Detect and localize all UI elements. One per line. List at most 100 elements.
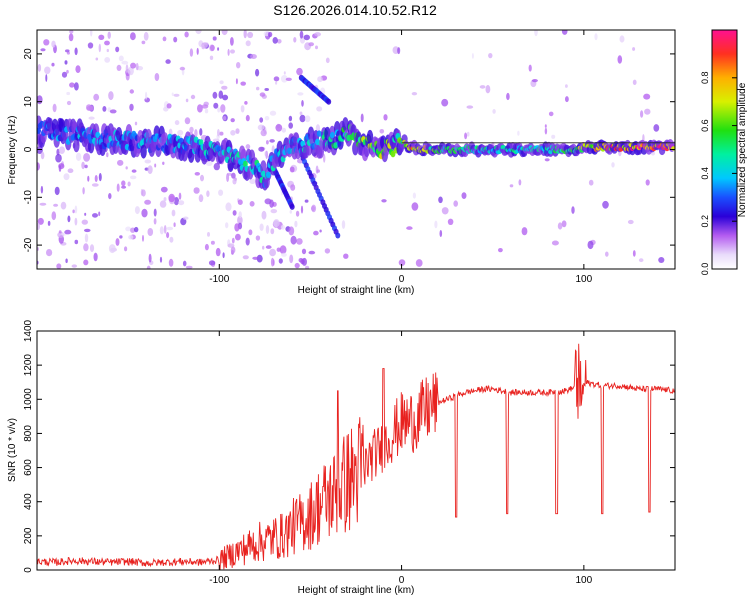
- spectrogram-noise-blob: [141, 40, 146, 45]
- spectrogram-noise-blob: [360, 113, 364, 123]
- spectrogram-noise-blob: [84, 228, 91, 233]
- spectrogram-noise-blob: [116, 64, 122, 71]
- spectrogram-noise-blob: [509, 184, 514, 188]
- spectrogram-noise-blob: [221, 85, 228, 90]
- spectrogram-noise-blob: [144, 199, 152, 205]
- spectrogram-noise-blob: [324, 248, 331, 254]
- spectrogram-noise-blob: [91, 183, 99, 187]
- spectrogram-noise-blob: [106, 48, 110, 53]
- spectrogram-noise-blob: [304, 115, 311, 123]
- spectrogram-noise-blob: [279, 245, 287, 255]
- spectrogram-noise-blob: [84, 212, 87, 216]
- spectrogram-noise-blob: [643, 93, 651, 100]
- spectrogram-noise-blob: [58, 164, 62, 172]
- spectrogram-noise-blob: [37, 217, 44, 225]
- spectrogram-noise-blob: [249, 178, 256, 184]
- spectrogram-noise-blob: [69, 82, 75, 88]
- spectrogram-noise-blob: [201, 104, 209, 109]
- spectrogram-noise-blob: [288, 115, 293, 122]
- spectrogram-noise-blob: [165, 59, 171, 64]
- spectrogram-noise-blob: [183, 216, 189, 220]
- spectrogram-noise-blob: [171, 92, 174, 96]
- spectrogram-noise-blob: [561, 30, 568, 35]
- spectrogram-noise-blob: [275, 124, 283, 132]
- spectrogram-noise-blob: [146, 265, 151, 269]
- spectrogram-noise-blob: [134, 226, 139, 233]
- spectrogram-noise-blob: [98, 211, 101, 217]
- spectrogram-noise-blob: [66, 100, 72, 106]
- snr-ytick-label: 800: [23, 425, 34, 442]
- snr-ytick-label: 1000: [23, 388, 34, 411]
- spectrogram-noise-blob: [240, 105, 245, 113]
- spectrogram-noise-blob: [115, 238, 120, 246]
- spectrogram-noise-blob: [269, 199, 274, 208]
- spectrogram-noise-blob: [166, 232, 170, 239]
- spectrogram-noise-blob: [381, 199, 387, 203]
- spectrogram-noise-blob: [108, 91, 114, 101]
- spectrogram-noise-blob: [611, 162, 615, 168]
- spectrogram-noise-blob: [47, 220, 51, 226]
- spectrogram-noise-blob: [226, 173, 230, 182]
- spectrogram-noise-blob: [544, 158, 550, 162]
- spectrogram-noise-blob: [215, 247, 221, 257]
- spectrogram-noise-blob: [259, 92, 266, 97]
- spectrogram-noise-blob: [159, 256, 163, 263]
- spectrogram-noise-blob: [93, 93, 100, 101]
- spectrogram-noise-blob: [198, 194, 204, 203]
- spectrogram-noise-blob: [238, 211, 242, 219]
- spectrogram-noise-blob: [258, 146, 265, 152]
- spectrogram-noise-blob: [237, 215, 243, 225]
- spectrogram-noise-blob: [125, 64, 129, 73]
- spectrogram-noise-blob: [316, 106, 323, 112]
- spectrogram-noise-blob: [294, 262, 300, 269]
- spectrogram-noise-blob: [121, 60, 129, 65]
- spectrogram-noise-blob: [259, 223, 264, 231]
- spectrogram-ytick-label: 0: [23, 146, 34, 152]
- spectrogram-noise-blob: [104, 57, 111, 63]
- spectrogram-noise-blob: [298, 258, 304, 263]
- spectrogram-noise-blob: [144, 159, 152, 164]
- spectrogram-noise-blob: [87, 175, 90, 182]
- figure-title: S126.2026.014.10.52.R12: [273, 2, 437, 18]
- spectrogram-noise-blob: [269, 248, 276, 257]
- spectrogram-ridge-halo: [260, 160, 267, 175]
- spectrogram-noise-blob: [212, 91, 218, 99]
- spectrogram-noise-blob: [479, 85, 486, 89]
- spectrogram-noise-blob: [93, 252, 98, 262]
- spectrogram-noise-blob: [130, 32, 136, 41]
- spectrogram-noise-blob: [222, 252, 225, 259]
- spectrogram-ytick-label: 20: [23, 48, 34, 60]
- spectrogram-noise-blob: [218, 189, 224, 196]
- spectrogram-noise-blob: [551, 134, 556, 139]
- spectrogram-noise-blob: [195, 30, 202, 35]
- spectrogram-noise-blob: [323, 153, 326, 163]
- spectrogram-noise-blob: [90, 30, 93, 37]
- spectrogram-noise-blob: [40, 48, 46, 52]
- spectrogram-noise-blob: [299, 30, 304, 39]
- spectrogram-noise-blob: [84, 233, 89, 243]
- spectrogram-noise-blob: [305, 265, 310, 269]
- spectrogram-noise-blob: [267, 31, 273, 38]
- spectrogram-noise-blob: [236, 61, 241, 69]
- spectrogram-noise-blob: [58, 146, 65, 154]
- spectrogram-noise-blob: [219, 80, 224, 85]
- snr-xtick-label: 100: [576, 575, 593, 586]
- spectrogram-noise-blob: [168, 258, 174, 267]
- colorbar: 0.0 0.2 0.4 0.6 0.8 Normalized spectral ampl…: [700, 29, 748, 275]
- spectrogram-noise-blob: [81, 161, 85, 170]
- spectrogram-noise-blob: [53, 203, 59, 207]
- spectrogram-noise-blob: [189, 48, 194, 57]
- spectrogram-noise-blob: [235, 128, 240, 134]
- spectrogram-noise-blob: [256, 86, 260, 91]
- spectrogram-noise-blob: [171, 209, 176, 217]
- spectrogram-noise-blob: [270, 257, 275, 267]
- spectrogram-noise-blob: [412, 192, 416, 199]
- spectrogram-noise-blob: [441, 98, 449, 107]
- spectrogram-noise-blob: [301, 100, 304, 107]
- spectrogram-noise-blob: [289, 166, 295, 173]
- spectrogram-noise-blob: [269, 110, 277, 116]
- spectrogram-noise-blob: [255, 68, 260, 77]
- spectrogram-noise-blob: [208, 260, 216, 266]
